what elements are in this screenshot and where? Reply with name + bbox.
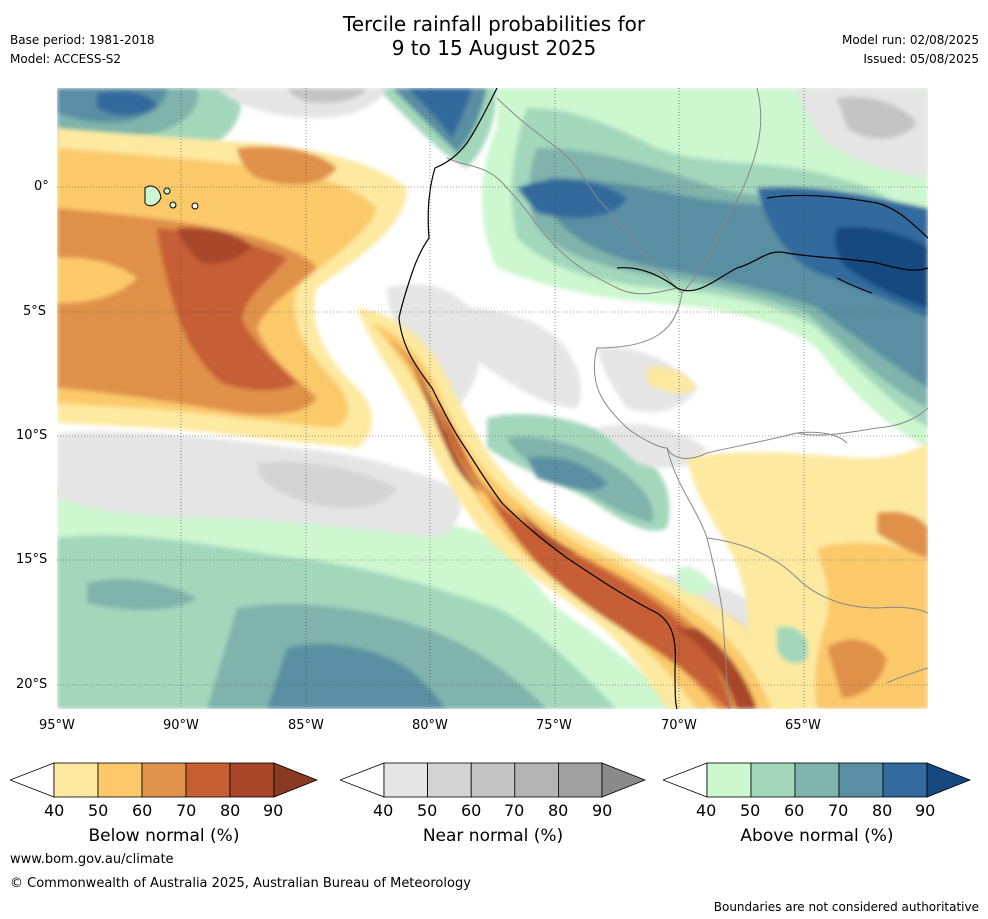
colorbar-segment: [750, 762, 796, 798]
colorbar-low-arrow: [663, 762, 708, 798]
above-normal-south-ocean: [57, 484, 697, 709]
lon-tick-90w: 90°W: [163, 718, 199, 733]
coastline: [398, 88, 928, 709]
below-normal-southeast: [647, 366, 928, 709]
colorbar-segment: [706, 762, 752, 798]
cbar2-tick: 90: [915, 801, 936, 820]
colorbar-high-arrow: [601, 762, 646, 798]
cbar0-tick: 60: [132, 801, 153, 820]
cbar0-tick: 70: [176, 801, 197, 820]
cbar2-tick: 70: [828, 801, 849, 820]
cbar1-tick: 40: [373, 801, 394, 820]
cbar1-tick: 90: [592, 801, 613, 820]
colorbar-low-arrow: [340, 762, 385, 798]
colorbar-near-ticks: 40 50 60 70 80 90: [373, 801, 613, 821]
base-period-text: Base period: 1981-2018: [10, 33, 155, 47]
lon-tick-75w: 75°W: [536, 718, 572, 733]
rainfall-probability-map: [57, 88, 928, 709]
cbar1-tick: 80: [548, 801, 569, 820]
lon-tick-85w: 85°W: [288, 718, 324, 733]
colorbar-below-ticks: 40 50 60 70 80 90: [44, 801, 284, 821]
colorbar-near-normal: [340, 762, 646, 798]
colorbar-above-ticks: 40 50 60 70 80 90: [696, 801, 936, 821]
colorbar-segment: [794, 762, 840, 798]
colorbar-above-normal: [663, 762, 971, 798]
colorbar-segment: [557, 762, 603, 798]
below-normal-coastal-andes: [357, 308, 797, 709]
map-grid: [57, 88, 928, 709]
colorbar-segment: [141, 762, 187, 798]
colorbar-segment: [838, 762, 884, 798]
colorbar-segment: [470, 762, 516, 798]
colorbar-segment: [882, 762, 928, 798]
colorbar-segment: [229, 762, 275, 798]
colorbar-near-label: Near normal (%): [422, 826, 564, 846]
cbar2-tick: 80: [872, 801, 893, 820]
copyright-text: © Commonwealth of Australia 2025, Austra…: [10, 876, 471, 891]
lat-tick-15s: 15°S: [16, 552, 48, 567]
map-title: Tercile rainfall probabilities for 9 to …: [0, 12, 988, 60]
colorbar-segment: [427, 762, 472, 798]
colorbar-segment: [97, 762, 143, 798]
website-link[interactable]: www.bom.gov.au/climate: [10, 852, 174, 867]
colorbar-low-arrow: [10, 762, 55, 798]
colorbar-below-label: Below normal (%): [88, 826, 240, 846]
lat-tick-10s: 10°S: [16, 428, 48, 443]
issued-text: Issued: 05/08/2025: [863, 52, 979, 66]
cbar0-tick: 50: [88, 801, 109, 820]
colorbar-segment: [383, 762, 428, 798]
lat-tick-20s: 20°S: [16, 677, 48, 692]
cbar0-tick: 90: [263, 801, 284, 820]
cbar1-tick: 70: [504, 801, 525, 820]
colorbar-segment: [185, 762, 231, 798]
lon-tick-80w: 80°W: [412, 718, 448, 733]
cbar2-tick: 40: [696, 801, 717, 820]
colorbar-below-normal: [10, 762, 318, 798]
colorbar-segment: [514, 762, 559, 798]
above-normal-titicaca: [677, 566, 808, 664]
cbar1-tick: 60: [461, 801, 482, 820]
title-line-2: 9 to 15 August 2025: [391, 36, 597, 60]
lon-tick-65w: 65°W: [785, 718, 821, 733]
cbar1-tick: 50: [417, 801, 438, 820]
colorbar-segment: [53, 762, 99, 798]
lon-tick-95w: 95°W: [39, 718, 75, 733]
cbar2-tick: 50: [740, 801, 761, 820]
colorbar-high-arrow: [273, 762, 318, 798]
colorbar-above-label: Above normal (%): [740, 826, 894, 846]
above-normal-amazon: [482, 88, 928, 448]
title-line-1: Tercile rainfall probabilities for: [342, 12, 646, 36]
cbar2-tick: 60: [784, 801, 805, 820]
lat-tick-5s: 5°S: [23, 304, 47, 319]
above-normal-northwest: [57, 88, 497, 168]
model-run-text: Model run: 02/08/2025: [841, 33, 979, 47]
cbar0-tick: 80: [220, 801, 241, 820]
model-text: Model: ACCESS-S2: [10, 52, 122, 66]
lat-tick-0: 0°: [34, 179, 49, 194]
below-normal-pacific: [57, 128, 407, 448]
disclaimer-text: Boundaries are not considered authoritat…: [713, 900, 979, 914]
cbar0-tick: 40: [44, 801, 65, 820]
galapagos-islands: [144, 185, 199, 210]
colorbar-high-arrow: [926, 762, 971, 798]
lon-tick-70w: 70°W: [661, 718, 697, 733]
